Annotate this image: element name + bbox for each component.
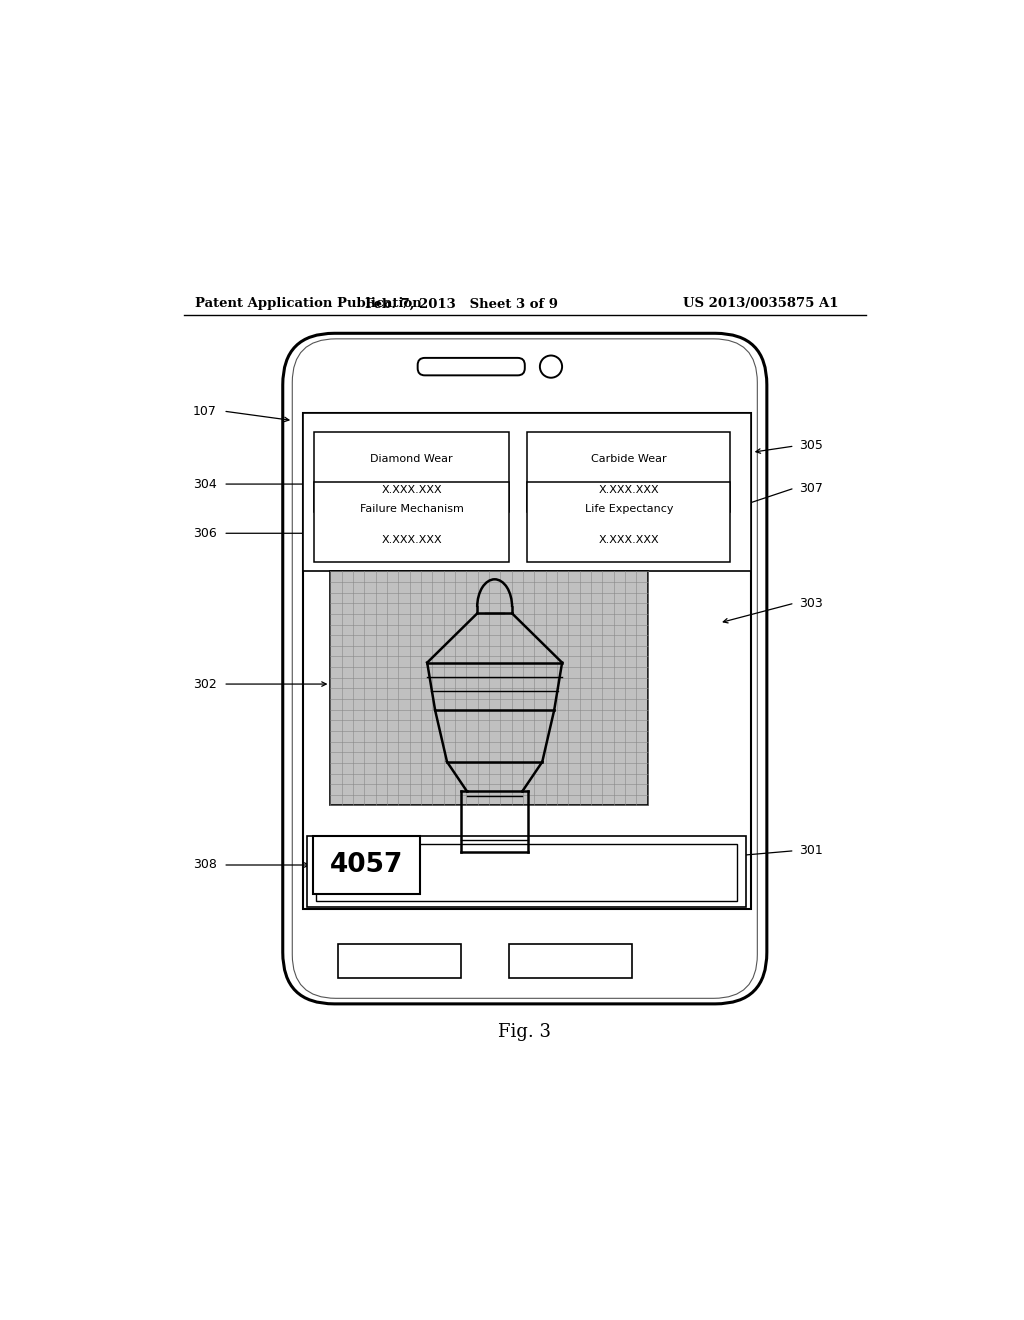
Bar <box>331 572 648 805</box>
FancyBboxPatch shape <box>418 358 524 375</box>
Bar <box>527 483 730 562</box>
Circle shape <box>540 355 562 378</box>
Text: US 2013/0035875 A1: US 2013/0035875 A1 <box>683 297 839 310</box>
Text: 303: 303 <box>799 597 822 610</box>
FancyBboxPatch shape <box>283 333 767 1005</box>
Bar <box>338 944 462 978</box>
Text: Fig. 3: Fig. 3 <box>499 1023 551 1040</box>
Bar <box>303 413 751 572</box>
Text: Life Expectancy: Life Expectancy <box>585 504 673 513</box>
Bar <box>316 843 736 900</box>
Bar <box>314 433 509 512</box>
Text: 107: 107 <box>194 404 217 417</box>
Text: 4057: 4057 <box>330 853 403 878</box>
Bar <box>527 433 730 512</box>
Text: 307: 307 <box>799 482 822 495</box>
Text: 302: 302 <box>194 677 217 690</box>
Text: Feb. 7, 2013   Sheet 3 of 9: Feb. 7, 2013 Sheet 3 of 9 <box>365 297 558 310</box>
Text: X.XXX.XXX: X.XXX.XXX <box>598 486 659 495</box>
Text: 304: 304 <box>194 478 217 491</box>
Text: Carbide Wear: Carbide Wear <box>591 454 667 463</box>
Text: X.XXX.XXX: X.XXX.XXX <box>381 486 442 495</box>
Text: 308: 308 <box>194 858 217 871</box>
Text: X.XXX.XXX: X.XXX.XXX <box>598 536 659 545</box>
Text: Diamond Wear: Diamond Wear <box>371 454 453 463</box>
Bar <box>303 413 751 908</box>
Text: 301: 301 <box>799 845 822 857</box>
Bar <box>509 944 632 978</box>
Bar <box>313 837 420 895</box>
Text: Patent Application Publication: Patent Application Publication <box>196 297 422 310</box>
Text: 306: 306 <box>194 527 217 540</box>
Text: 305: 305 <box>799 440 822 453</box>
Text: Failure Mechanism: Failure Mechanism <box>359 504 464 513</box>
Bar <box>306 836 746 907</box>
Bar <box>314 483 509 562</box>
Text: X.XXX.XXX: X.XXX.XXX <box>381 536 442 545</box>
